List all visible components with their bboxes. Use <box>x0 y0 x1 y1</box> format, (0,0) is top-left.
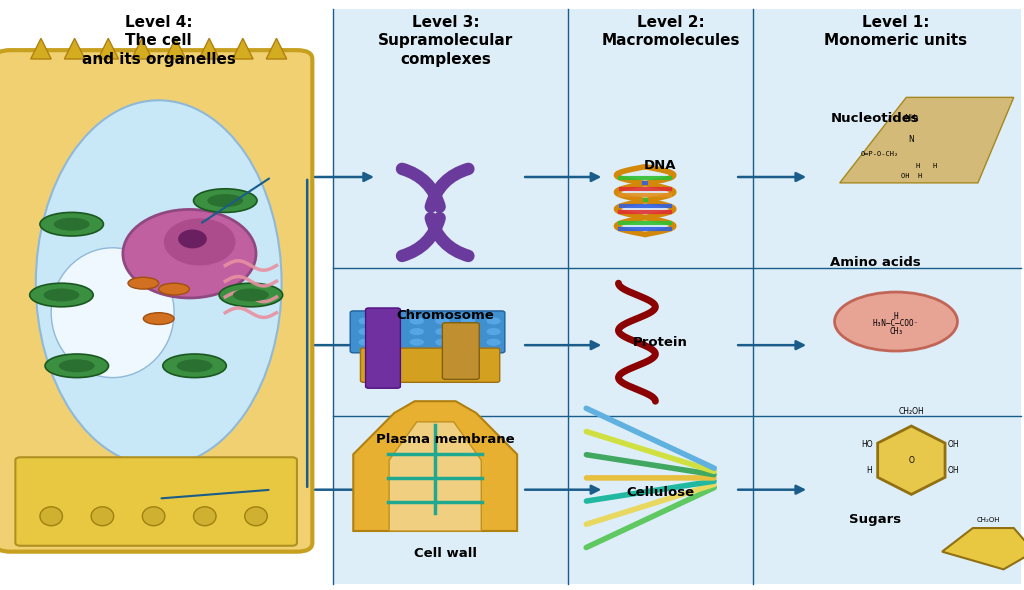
Text: N: N <box>908 135 914 143</box>
Polygon shape <box>840 97 1014 183</box>
Text: Level 4:
The cell
and its organelles: Level 4: The cell and its organelles <box>82 15 236 67</box>
Ellipse shape <box>410 317 424 324</box>
FancyBboxPatch shape <box>350 311 505 353</box>
Ellipse shape <box>486 328 501 335</box>
Ellipse shape <box>410 328 424 335</box>
Text: H: H <box>894 312 898 321</box>
Ellipse shape <box>435 317 450 324</box>
Text: DNA: DNA <box>644 159 677 172</box>
Text: Sugars: Sugars <box>850 513 901 526</box>
Ellipse shape <box>219 283 283 307</box>
Polygon shape <box>878 426 945 494</box>
Polygon shape <box>389 422 481 531</box>
Text: Amino acids: Amino acids <box>830 256 921 269</box>
Ellipse shape <box>435 339 450 346</box>
Ellipse shape <box>36 100 282 466</box>
Polygon shape <box>165 38 185 59</box>
Text: O: O <box>908 456 914 465</box>
Ellipse shape <box>178 230 207 248</box>
Ellipse shape <box>410 339 424 346</box>
Text: NH₂: NH₂ <box>904 114 919 123</box>
Text: Level 3:
Supramolecular
complexes: Level 3: Supramolecular complexes <box>378 15 513 67</box>
Polygon shape <box>353 401 517 531</box>
Ellipse shape <box>384 317 398 324</box>
Text: Cell wall: Cell wall <box>414 547 477 560</box>
Ellipse shape <box>835 292 957 351</box>
Ellipse shape <box>486 339 501 346</box>
Polygon shape <box>266 38 287 59</box>
Polygon shape <box>232 38 253 59</box>
Ellipse shape <box>91 507 114 526</box>
Text: HO: HO <box>861 440 872 449</box>
Text: Level 1:
Monomeric units: Level 1: Monomeric units <box>824 15 968 48</box>
Ellipse shape <box>207 194 244 207</box>
Text: Chromosome: Chromosome <box>396 309 495 322</box>
Ellipse shape <box>435 328 450 335</box>
FancyBboxPatch shape <box>366 308 400 388</box>
Ellipse shape <box>461 328 475 335</box>
Polygon shape <box>31 38 51 59</box>
Text: O=P-O-CH₂: O=P-O-CH₂ <box>860 152 898 158</box>
Text: CH₃: CH₃ <box>889 327 903 336</box>
Text: H₃N—C—COO⁻: H₃N—C—COO⁻ <box>872 319 920 328</box>
Text: Nucleotides: Nucleotides <box>831 112 920 124</box>
Ellipse shape <box>43 289 80 301</box>
Ellipse shape <box>142 507 165 526</box>
FancyBboxPatch shape <box>15 457 297 546</box>
Ellipse shape <box>30 283 93 307</box>
Ellipse shape <box>486 317 501 324</box>
Text: CH₂OH: CH₂OH <box>898 407 925 416</box>
Text: Level 2:
Macromolecules: Level 2: Macromolecules <box>601 15 740 48</box>
Ellipse shape <box>58 359 94 372</box>
Text: OH  H: OH H <box>901 173 922 179</box>
Ellipse shape <box>194 507 216 526</box>
Ellipse shape <box>143 313 174 324</box>
Ellipse shape <box>358 328 373 335</box>
Ellipse shape <box>358 317 373 324</box>
Ellipse shape <box>164 218 236 266</box>
Ellipse shape <box>194 189 257 212</box>
Text: OH: OH <box>947 466 958 475</box>
Ellipse shape <box>358 339 373 346</box>
Polygon shape <box>942 528 1024 569</box>
Text: CH₂OH: CH₂OH <box>977 517 999 523</box>
FancyBboxPatch shape <box>442 323 479 379</box>
Ellipse shape <box>461 317 475 324</box>
Ellipse shape <box>384 339 398 346</box>
Ellipse shape <box>51 248 174 378</box>
Polygon shape <box>199 38 219 59</box>
FancyBboxPatch shape <box>0 50 312 552</box>
FancyBboxPatch shape <box>333 9 1021 584</box>
Text: Cellulose: Cellulose <box>627 486 694 499</box>
Ellipse shape <box>176 359 213 372</box>
Text: OH: OH <box>947 440 958 449</box>
Ellipse shape <box>163 354 226 378</box>
Text: H   H: H H <box>916 163 937 169</box>
Polygon shape <box>132 38 153 59</box>
Ellipse shape <box>232 289 268 301</box>
Ellipse shape <box>384 328 398 335</box>
Ellipse shape <box>123 209 256 298</box>
Ellipse shape <box>245 507 267 526</box>
Text: Protein: Protein <box>633 336 688 349</box>
Ellipse shape <box>461 339 475 346</box>
FancyBboxPatch shape <box>360 348 500 382</box>
Polygon shape <box>98 38 119 59</box>
Ellipse shape <box>40 212 103 236</box>
Text: Plasma membrane: Plasma membrane <box>376 433 515 446</box>
Text: H: H <box>866 466 872 475</box>
Ellipse shape <box>40 507 62 526</box>
Ellipse shape <box>128 277 159 289</box>
Polygon shape <box>65 38 85 59</box>
Ellipse shape <box>45 354 109 378</box>
Ellipse shape <box>54 218 90 231</box>
Ellipse shape <box>159 283 189 295</box>
